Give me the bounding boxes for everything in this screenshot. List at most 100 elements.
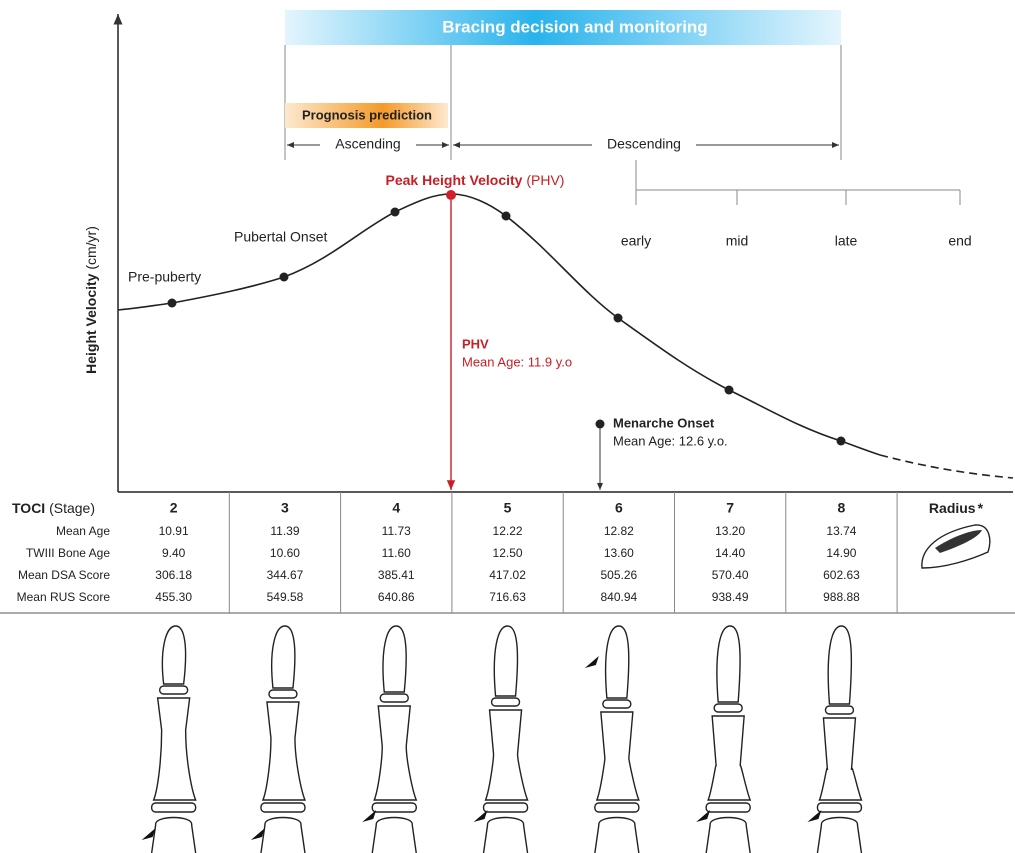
toci-sub: (Stage) <box>49 500 95 516</box>
epiphysis <box>492 698 520 706</box>
epiphysis <box>261 803 305 812</box>
stage-label: 7 <box>726 500 734 516</box>
distal-phalanx <box>494 626 517 696</box>
cell: 14.40 <box>715 546 745 560</box>
proximal-phalanx <box>261 818 305 853</box>
middle-phalanx <box>819 718 861 800</box>
y-axis-unit: (cm/yr) <box>83 226 99 270</box>
phv-title: Peak Height Velocity (PHV) <box>386 172 565 188</box>
cell: 14.90 <box>826 546 856 560</box>
row-label: TWIII Bone Age <box>26 546 110 560</box>
descending-label: Descending <box>607 136 681 152</box>
curve-point <box>280 273 289 282</box>
cell: 13.74 <box>826 524 856 538</box>
curve-point <box>168 299 177 308</box>
pointer-arrow <box>585 656 599 668</box>
growth-curve <box>118 194 880 455</box>
distal-phalanx <box>606 626 629 698</box>
proximal-phalanx <box>817 818 861 853</box>
phv-title-main: Peak Height Velocity <box>386 172 523 188</box>
distal-phalanx <box>272 626 295 688</box>
cell: 549.58 <box>267 590 304 604</box>
cell: 938.49 <box>712 590 749 604</box>
phase-label: late <box>835 233 858 249</box>
cell: 12.82 <box>604 524 634 538</box>
pointer-arrow <box>807 810 821 822</box>
middle-phalanx <box>154 698 196 800</box>
middle-phalanx <box>263 702 305 800</box>
row-label: Mean Age <box>56 524 110 538</box>
menarche-title: Menarche Onset <box>613 415 715 430</box>
epiphysis <box>484 803 528 812</box>
phase-label: early <box>621 233 651 249</box>
cell: 640.86 <box>378 590 415 604</box>
finger <box>142 626 196 853</box>
cell: 13.60 <box>604 546 634 560</box>
cell: 11.60 <box>382 546 411 560</box>
table: 2345678Mean Age10.9111.3911.7312.2212.82… <box>17 492 897 613</box>
cell: 12.50 <box>493 546 523 560</box>
proximal-phalanx <box>706 818 750 853</box>
curve-point <box>502 212 511 221</box>
phv-note-text: Mean Age: 11.9 y.o <box>462 354 572 369</box>
distal-phalanx <box>717 626 740 702</box>
cell: 988.88 <box>823 590 860 604</box>
growth-curve-extension <box>880 455 1013 478</box>
stage-label: 3 <box>281 500 289 516</box>
radius-drawing <box>922 525 990 568</box>
row-label: Mean DSA Score <box>18 568 110 582</box>
epiphysis <box>817 803 861 812</box>
cell: 9.40 <box>162 546 186 560</box>
curve-point <box>837 437 846 446</box>
epiphysis <box>603 700 631 708</box>
menarche-point <box>596 420 605 429</box>
cell: 716.63 <box>489 590 526 604</box>
cell: 11.73 <box>382 524 411 538</box>
stage-label: 4 <box>392 500 400 516</box>
radius-header: Radius* <box>929 500 984 516</box>
distal-phalanx <box>162 626 185 684</box>
distal-phalanx <box>828 626 851 704</box>
middle-phalanx <box>597 712 639 800</box>
epiphysis <box>160 686 188 694</box>
radius-mark: * <box>978 500 984 516</box>
proximal-phalanx <box>372 818 416 853</box>
curve-point <box>725 386 734 395</box>
cell: 602.63 <box>823 568 860 582</box>
stage-label: 8 <box>838 500 846 516</box>
cell: 13.20 <box>715 524 745 538</box>
distal-phalanx <box>383 626 406 692</box>
epiphysis <box>825 706 853 714</box>
phv-note-title: PHV <box>462 336 489 351</box>
phv-point <box>446 190 456 200</box>
cell: 840.94 <box>600 590 637 604</box>
cell: 12.22 <box>493 524 523 538</box>
epiphysis <box>714 704 742 712</box>
epiphysis <box>706 803 750 812</box>
proximal-phalanx <box>595 818 639 853</box>
menarche-text: Mean Age: 12.6 y.o. <box>613 433 728 448</box>
cell: 10.91 <box>159 524 189 538</box>
finger <box>807 626 861 853</box>
finger <box>585 626 639 853</box>
cell: 385.41 <box>378 568 415 582</box>
cell: 10.60 <box>270 546 300 560</box>
middle-phalanx <box>486 710 528 800</box>
cell: 570.40 <box>712 568 749 582</box>
phase-label: end <box>948 233 971 249</box>
epiphysis <box>595 803 639 812</box>
proximal-phalanx <box>152 818 196 853</box>
pre-puberty-label: Pre-puberty <box>128 269 201 285</box>
banner-title: Bracing decision and monitoring <box>442 17 707 36</box>
stage-label: 6 <box>615 500 623 516</box>
epiphysis <box>380 694 408 702</box>
cell: 306.18 <box>155 568 192 582</box>
cell: 11.39 <box>270 524 299 538</box>
finger <box>696 626 750 853</box>
curve-point <box>614 314 623 323</box>
row-label: Mean RUS Score <box>17 590 111 604</box>
middle-phalanx <box>374 706 416 800</box>
ascending-label: Ascending <box>335 136 400 152</box>
cell: 505.26 <box>600 568 637 582</box>
proximal-phalanx <box>484 818 528 853</box>
